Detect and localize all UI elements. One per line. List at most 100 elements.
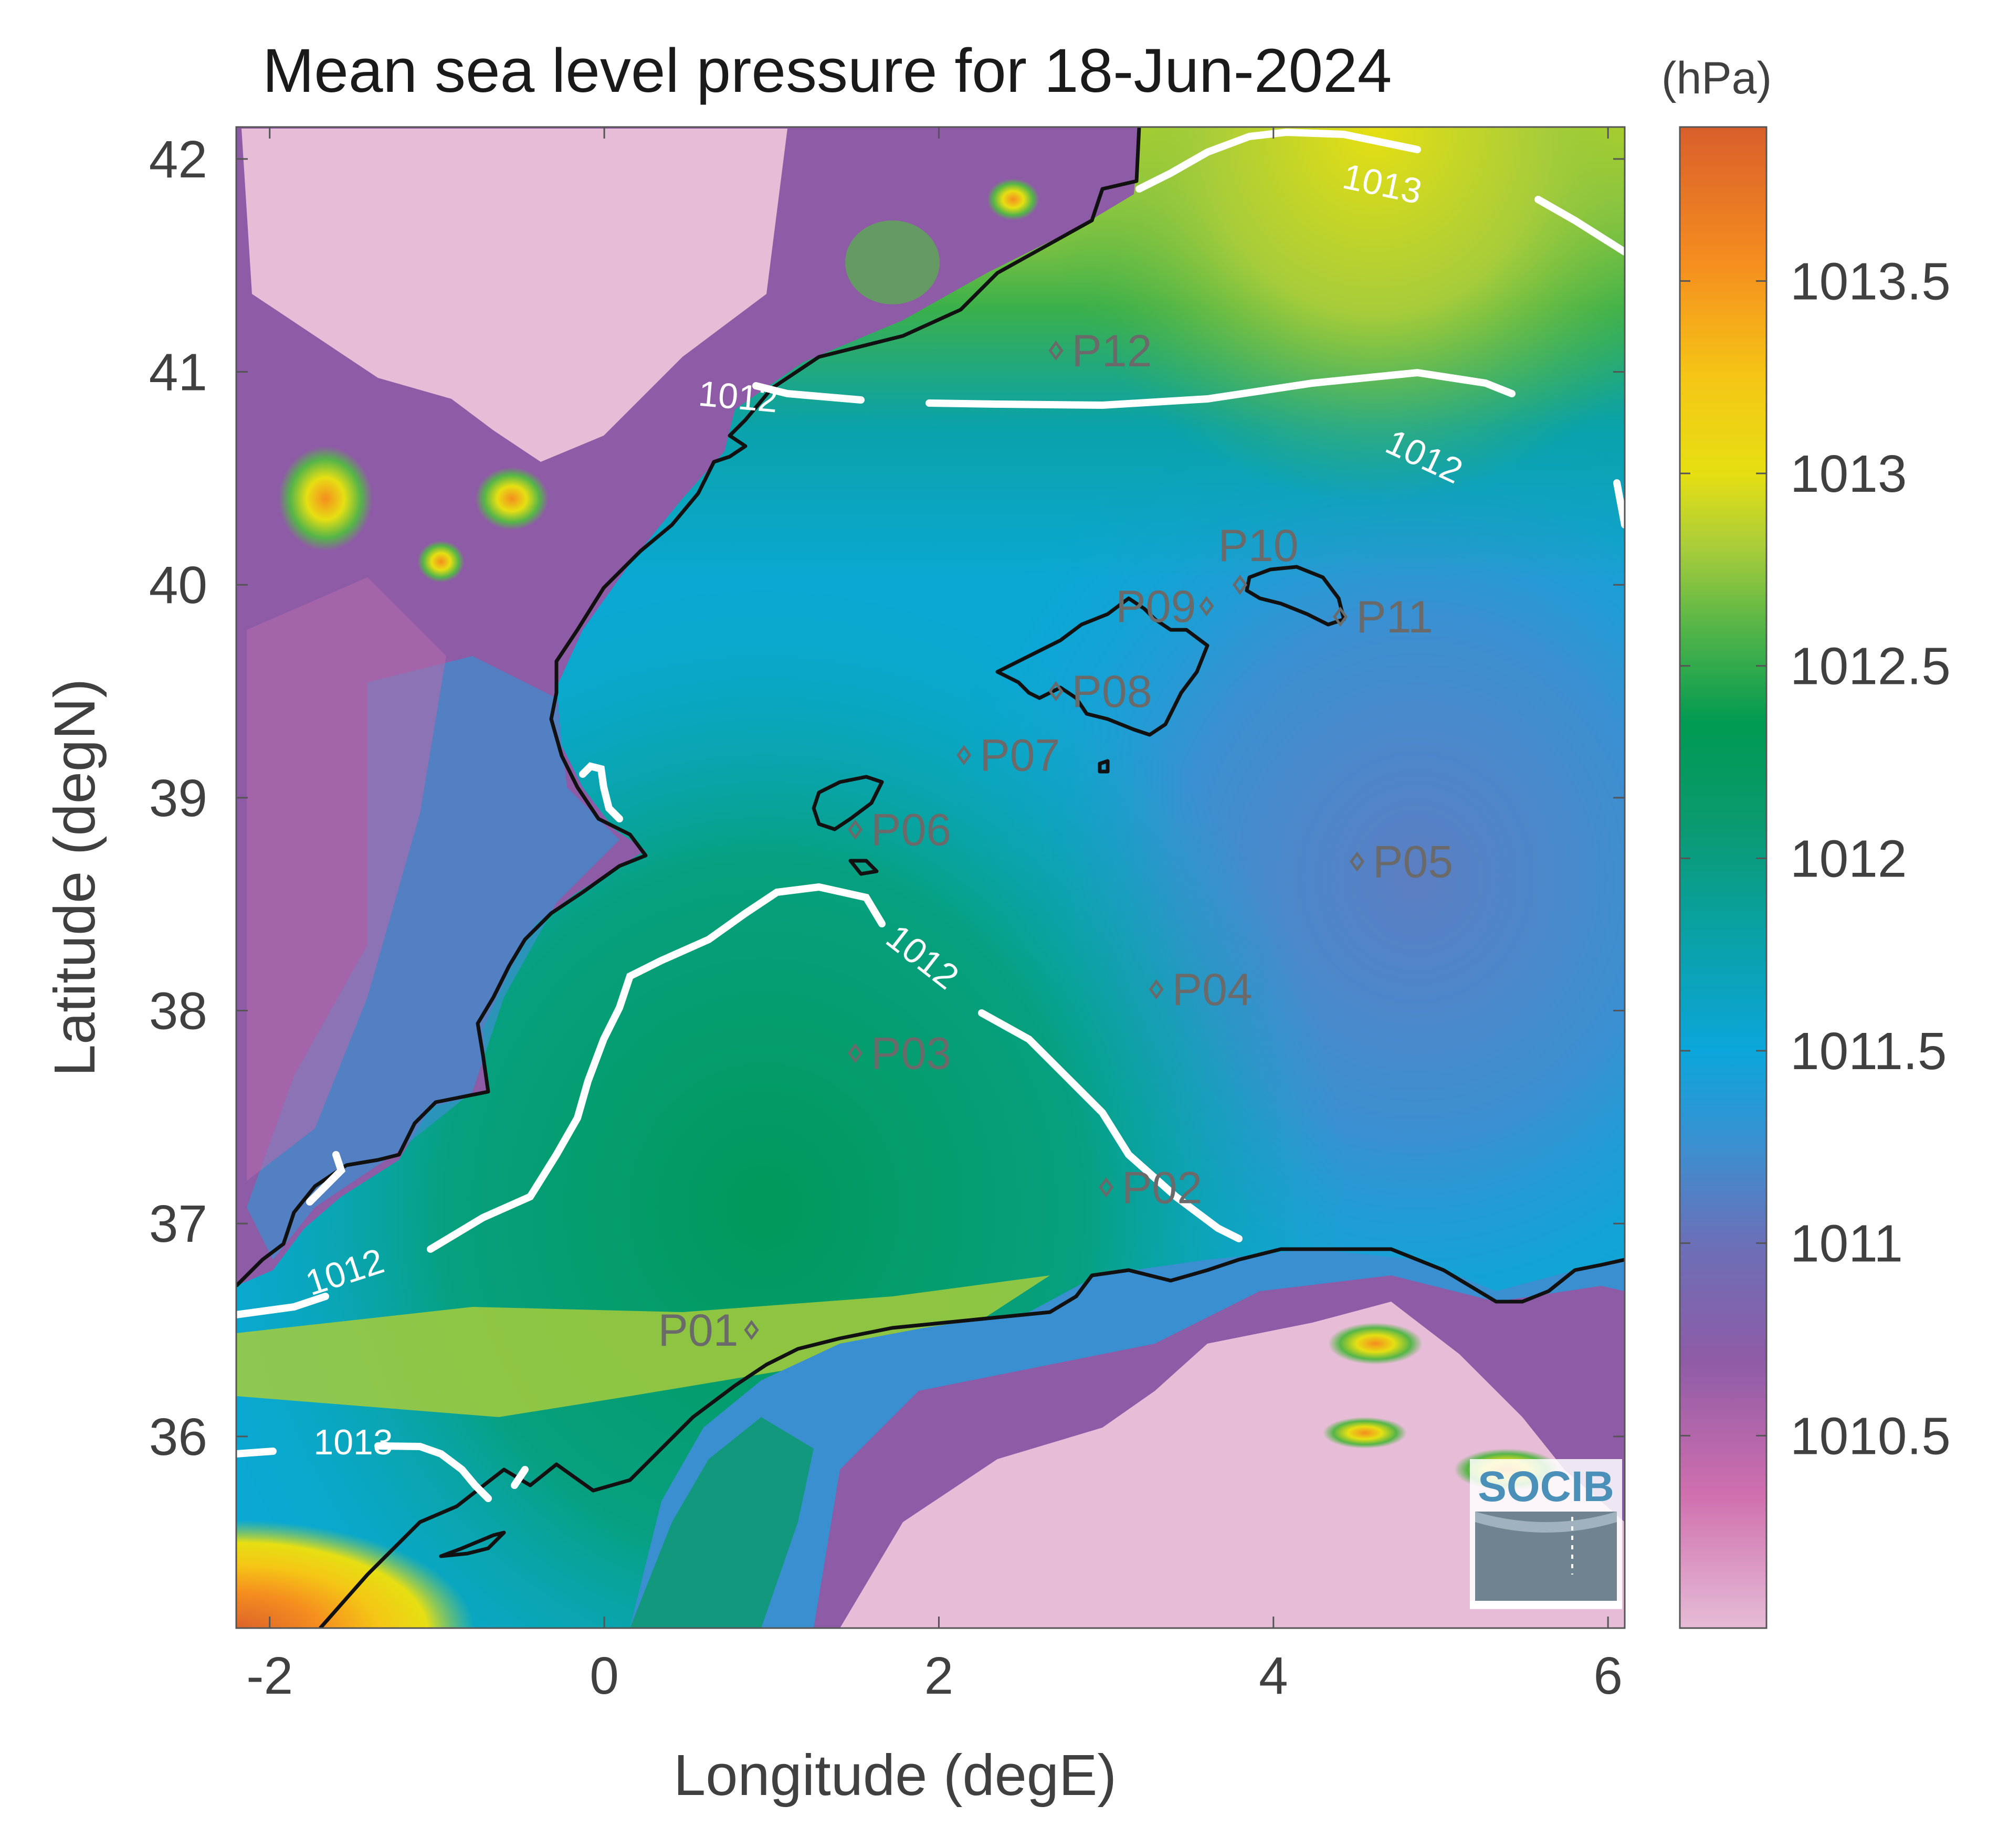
- contour-1012-south: [236, 883, 1243, 1318]
- contour-1012-ring: [579, 762, 623, 822]
- coastline-menorca: [1245, 565, 1346, 627]
- y-tick-label: 42: [149, 130, 207, 189]
- contour-1012-ring-sw: [306, 1151, 346, 1206]
- station-p10: P10: [1218, 521, 1299, 595]
- station-label: P05: [1373, 837, 1453, 888]
- colorbar-ticks: 1010.5 1011 1011.5 1012 1012.5 1013 1013.5: [1680, 252, 1951, 1465]
- y-axis-title: Latitude (degN): [43, 679, 107, 1076]
- y-tick-label: 36: [149, 1408, 207, 1466]
- hot-spot: [1328, 1323, 1423, 1365]
- station-label: P06: [871, 805, 951, 856]
- socib-logo: SOCIB: [1470, 1459, 1622, 1609]
- warm-band-south: [236, 1275, 1050, 1417]
- contours: [236, 128, 1625, 1502]
- plot-frame: [235, 126, 1626, 1629]
- colorbar-tick-label: 1013: [1790, 445, 1907, 503]
- hot-spot: [417, 541, 465, 583]
- x-tick-label: 0: [590, 1646, 619, 1705]
- contour-1013-south: [236, 1442, 529, 1502]
- station-p03: P03: [847, 1029, 951, 1079]
- coastline-formentera: [848, 859, 879, 876]
- station-p11: P11: [1333, 592, 1433, 642]
- station-label: P04: [1172, 965, 1253, 1015]
- x-tick-label: -2: [246, 1646, 293, 1705]
- coastline-alboran: [439, 1530, 506, 1558]
- y-axis: 36 37 38 39 40 41 42: [149, 130, 1625, 1466]
- coastline-north-africa: [319, 1247, 1625, 1628]
- station-label: P09: [1116, 582, 1196, 632]
- station-label: P11: [1356, 592, 1433, 642]
- x-axis-title: Longitude (degE): [674, 1743, 1117, 1808]
- station-marker: [956, 745, 972, 765]
- y-tick-label: 39: [149, 769, 207, 828]
- land-iberia-blue-fringe: [247, 656, 619, 1260]
- y-tick-label: 40: [149, 556, 207, 615]
- station-p09: P09: [1116, 582, 1214, 632]
- colorbar-tick-label: 1010.5: [1790, 1407, 1951, 1465]
- station-label: P12: [1072, 326, 1152, 376]
- station-label: P08: [1072, 667, 1152, 717]
- station-p08: P08: [1048, 667, 1152, 717]
- hot-spot: [845, 220, 940, 304]
- y-tick-label: 41: [149, 343, 207, 402]
- land-iberia-pink-plateau: [241, 129, 787, 462]
- station-marker: [1232, 574, 1248, 595]
- station-p06: P06: [847, 805, 951, 856]
- hot-spot: [475, 467, 549, 530]
- x-axis: -2 0 2 4 6: [246, 127, 1623, 1705]
- y-tick-label: 38: [149, 982, 207, 1041]
- station-marker: [1333, 606, 1348, 627]
- pressure-field: [236, 127, 1625, 1628]
- station-label: P02: [1122, 1163, 1202, 1213]
- colorbar: 1010.5 1011 1011.5 1012 1012.5 1013 1013.5 (hP…: [1661, 53, 1951, 1629]
- contour-label: 1012: [697, 374, 779, 420]
- hot-spot: [987, 178, 1039, 220]
- x-tick-label: 2: [924, 1646, 954, 1705]
- station-p04: P04: [1149, 965, 1253, 1015]
- colorbar-ramp: [1679, 126, 1768, 1629]
- station-marker: [1099, 1177, 1114, 1198]
- x-tick-label: 6: [1593, 1646, 1623, 1705]
- colorbar-tick-label: 1012.5: [1790, 637, 1951, 696]
- x-tick-label: 4: [1259, 1646, 1288, 1705]
- station-p05: P05: [1350, 837, 1453, 888]
- colorbar-unit: (hPa): [1661, 53, 1772, 103]
- land-north-africa-green: [630, 1417, 814, 1628]
- station-marker: [1048, 681, 1064, 702]
- colorbar-tick-label: 1011.5: [1790, 1022, 1947, 1081]
- station-label: P01: [658, 1305, 738, 1356]
- coastline-mallorca: [995, 596, 1209, 737]
- station-p07: P07: [956, 731, 1060, 781]
- station-label: P07: [980, 731, 1060, 781]
- contour-1013-north: [1135, 128, 1625, 256]
- hot-spot: [1323, 1417, 1407, 1449]
- coastline: [236, 127, 1625, 1628]
- coastline-iberia-east: [236, 127, 1141, 1287]
- station-marker: [744, 1319, 759, 1340]
- contour-label: 1013: [313, 1422, 393, 1462]
- y-tick-label: 37: [149, 1195, 207, 1253]
- station-marker: [1048, 340, 1064, 361]
- colorbar-tick-label: 1011: [1790, 1215, 1903, 1273]
- land-iberia-purple-pink: [247, 577, 446, 1181]
- station-marker: [847, 819, 863, 840]
- station-label: P03: [871, 1029, 951, 1079]
- colorbar-tick-label: 1012: [1790, 829, 1907, 888]
- logo-wordmark: SOCIB: [1478, 1463, 1614, 1511]
- station-p01: P01: [658, 1305, 759, 1356]
- station-label: P10: [1218, 521, 1299, 571]
- station-marker: [1199, 596, 1214, 616]
- land-north-africa-pink: [840, 1302, 1625, 1628]
- coastline-cabrera: [1098, 759, 1110, 774]
- colorbar-tick-label: 1013.5: [1790, 252, 1951, 311]
- station-p12: P12: [1048, 326, 1152, 376]
- plot-title: Mean sea level pressure for 18-Jun-2024: [262, 36, 1392, 105]
- station-marker: [847, 1043, 863, 1063]
- station-marker: [1149, 979, 1164, 1000]
- station-p02: P02: [1099, 1163, 1202, 1213]
- coastline-ibiza: [812, 775, 884, 831]
- hot-spot: [278, 446, 373, 551]
